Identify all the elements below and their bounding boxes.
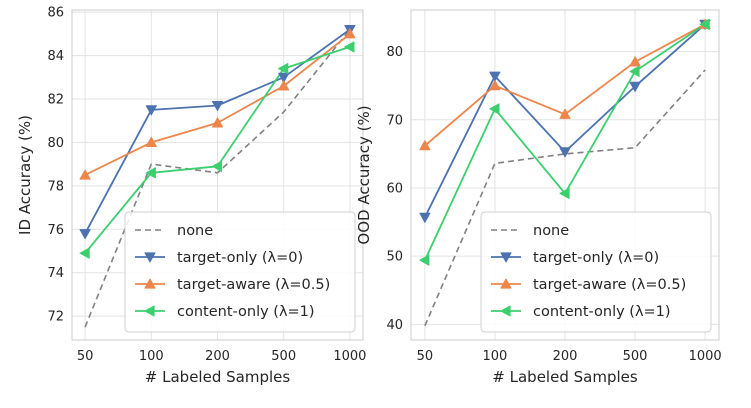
y-tick-label: 72 — [47, 310, 64, 325]
y-tick-label: 60 — [386, 181, 403, 196]
legend-swatch-marker — [500, 278, 512, 289]
legend-box — [124, 211, 356, 333]
x-tick-label: 100 — [139, 349, 164, 364]
legend-swatch-marker — [144, 278, 156, 289]
data-point-marker-s2 — [629, 81, 641, 92]
legend-swatch-marker — [144, 305, 155, 317]
data-point-marker-s3 — [211, 117, 224, 128]
plot-frame — [410, 9, 720, 341]
data-point-marker-s4 — [145, 167, 156, 179]
chart-panel-1: 72 74 76 78 80 82 84 86 50 100 200 500 1000 # Labeled… — [16, 6, 366, 386]
x-tick-label: 1000 — [689, 349, 722, 364]
y-tick-label: 80 — [47, 136, 64, 151]
data-point-marker-s4 — [344, 41, 355, 53]
legend-swatch-marker — [500, 305, 511, 317]
data-point-marker-s3 — [419, 140, 431, 151]
y-tick-label: 50 — [386, 250, 403, 265]
data-point-marker-s2 — [145, 105, 157, 116]
legend-label: target-aware (λ=0.5) — [177, 277, 330, 293]
x-axis-label: # Labeled Samples — [145, 368, 291, 386]
legend-label: none — [177, 223, 213, 239]
y-tick-label: 78 — [47, 179, 64, 194]
legend-label: target-only (λ=0) — [177, 250, 303, 266]
data-point-marker-s2 — [419, 212, 431, 223]
series-line-1 — [84, 28, 351, 328]
data-point-marker-s2 — [278, 72, 290, 83]
series-line-1 — [424, 69, 706, 327]
plot-frame — [71, 9, 364, 341]
y-tick-label: 80 — [386, 45, 403, 60]
y-tick-label: 70 — [386, 113, 403, 128]
y-tick-label: 40 — [386, 318, 403, 333]
data-point-marker-s4 — [559, 187, 570, 200]
y-tick-label: 86 — [47, 6, 64, 21]
x-tick-label: 50 — [417, 349, 434, 364]
y-axis-label: OOD Accuracy (%) — [355, 105, 373, 244]
legend-swatch-marker — [500, 252, 512, 263]
legend: none target-only (λ=0) target-aware (λ=0.5… — [124, 211, 356, 333]
data-point-marker-s2 — [211, 101, 224, 112]
data-point-marker-s4 — [79, 247, 90, 259]
legend-box — [480, 211, 712, 333]
y-axis-label: ID Accuracy (%) — [16, 115, 34, 235]
data-point-marker-s4 — [419, 254, 430, 266]
legend-label: content-only (λ=1) — [177, 304, 315, 320]
x-tick-label: 200 — [553, 349, 578, 364]
data-point-marker-s2 — [489, 71, 501, 82]
x-tick-label: 50 — [77, 349, 94, 364]
x-tick-label: 200 — [205, 349, 230, 364]
data-point-marker-s2 — [79, 229, 91, 240]
data-point-marker-s3 — [79, 169, 91, 180]
legend-swatch-marker — [144, 252, 156, 263]
x-tick-label: 100 — [483, 349, 508, 364]
x-tick-label: 500 — [623, 349, 648, 364]
data-point-marker-s3 — [489, 80, 501, 91]
y-tick-label: 84 — [47, 49, 64, 64]
data-point-marker-s4 — [699, 18, 710, 30]
data-point-marker-s3 — [629, 56, 641, 67]
chart-panel-2: 40 50 60 70 80 50 100 200 500 1000 # Labeled Sampl… — [355, 9, 722, 386]
legend: none target-only (λ=0) target-aware (λ=0.5… — [480, 211, 712, 333]
x-axis-label: # Labeled Samples — [492, 368, 638, 386]
legend-label: target-only (λ=0) — [533, 250, 659, 266]
data-point-marker-s4 — [211, 160, 223, 172]
legend-label: target-aware (λ=0.5) — [533, 277, 686, 293]
data-point-marker-s3 — [344, 28, 356, 39]
data-point-marker-s4 — [278, 63, 289, 75]
data-point-marker-s3 — [559, 108, 571, 119]
y-tick-label: 74 — [47, 266, 64, 281]
data-point-marker-s4 — [629, 65, 640, 77]
data-point-marker-s3 — [145, 136, 157, 148]
y-tick-label: 76 — [47, 223, 64, 238]
x-tick-label: 500 — [271, 349, 296, 364]
data-point-marker-s3 — [278, 80, 290, 91]
y-tick-label: 82 — [47, 93, 64, 108]
data-point-marker-s4 — [489, 103, 500, 115]
legend-label: none — [533, 223, 569, 239]
x-tick-label: 1000 — [333, 349, 366, 364]
legend-label: content-only (λ=1) — [533, 304, 671, 320]
data-point-marker-s2 — [559, 147, 571, 158]
